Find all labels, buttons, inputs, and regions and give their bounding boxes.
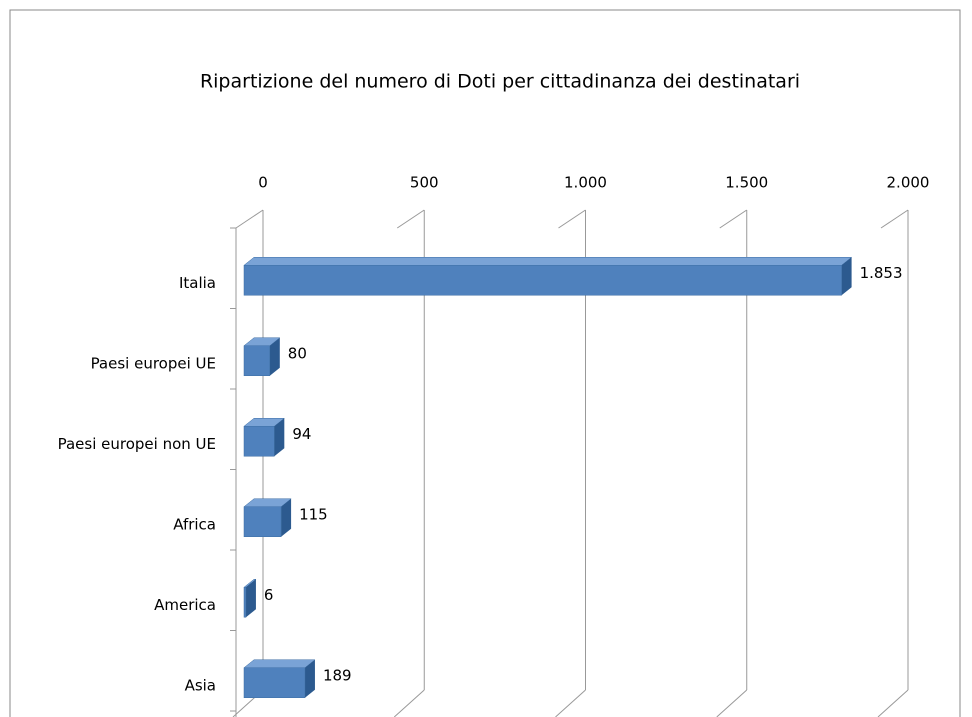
grid-line	[558, 209, 586, 229]
bar	[243, 587, 247, 618]
bar	[243, 426, 275, 457]
y-tick-label: Italia	[179, 274, 216, 292]
chart-title: Ripartizione del numero di Doti per citt…	[200, 71, 800, 93]
x-tick-label: 2.000	[887, 174, 930, 192]
grid-line	[396, 209, 425, 229]
bar	[243, 345, 271, 376]
y-tick-label: Paesi europei non UE	[58, 435, 216, 453]
grid-line	[393, 689, 425, 717]
data-label: 80	[288, 344, 307, 362]
bar	[243, 667, 306, 698]
bar-side	[274, 418, 285, 457]
grid-line	[235, 209, 264, 229]
bar-side	[304, 659, 315, 698]
data-label: 189	[323, 666, 352, 684]
bar-top	[243, 257, 853, 266]
y-tick-label: Asia	[185, 676, 216, 694]
grid-line	[555, 689, 586, 717]
data-label: 115	[299, 505, 328, 523]
y-tick-label: Paesi europei UE	[91, 354, 216, 372]
chart-frame	[9, 9, 961, 717]
grid-line	[716, 689, 748, 717]
bar-side	[841, 257, 852, 296]
bar-side	[245, 579, 256, 618]
bar	[243, 506, 282, 537]
x-tick-label: 1.500	[725, 174, 768, 192]
bar	[243, 265, 842, 296]
data-label: 94	[292, 425, 311, 443]
data-label: 6	[264, 586, 274, 604]
bar-side	[281, 498, 292, 537]
grid-line	[877, 689, 909, 717]
bar-top	[243, 659, 316, 668]
x-tick-label: 1.000	[564, 174, 607, 192]
data-label: 1.853	[860, 264, 903, 282]
y-tick-label: Africa	[173, 515, 216, 533]
grid-line	[719, 209, 748, 229]
y-tick-label: America	[154, 596, 216, 614]
x-tick-label: 0	[258, 174, 268, 192]
grid-line	[880, 209, 909, 229]
bar-side	[269, 337, 280, 376]
x-tick-label: 500	[410, 174, 439, 192]
